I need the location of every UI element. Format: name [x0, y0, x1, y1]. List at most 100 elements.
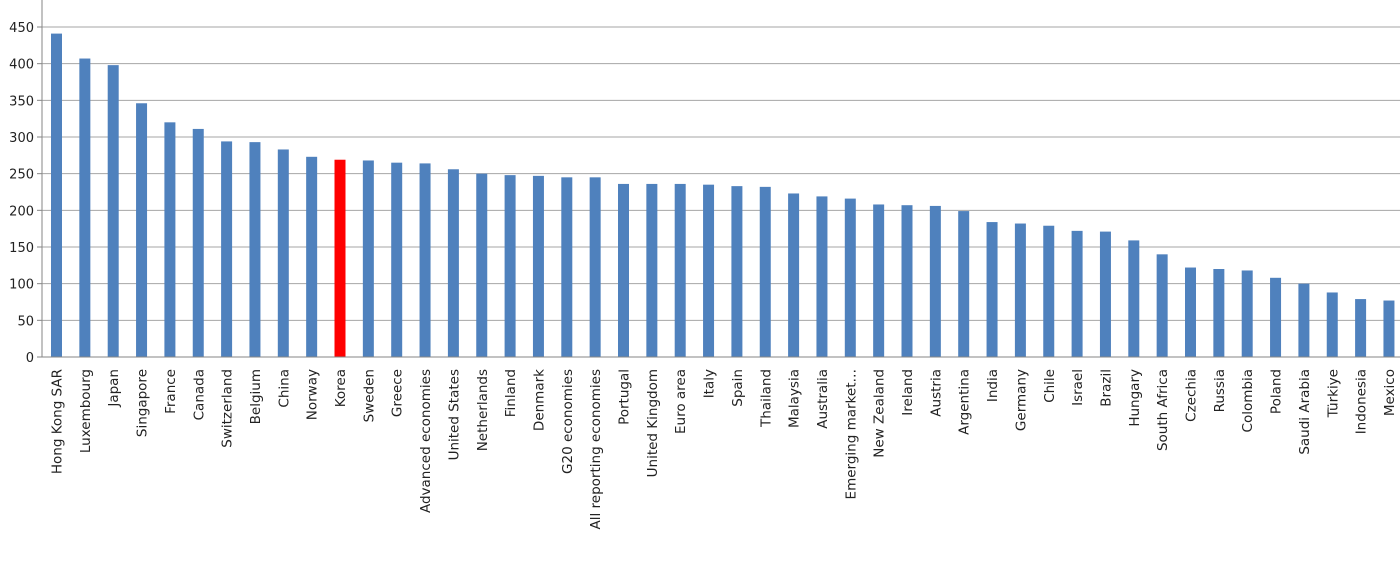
- bar: [334, 159, 346, 357]
- bar: [136, 103, 148, 358]
- x-tick-label: India: [985, 369, 1001, 402]
- bar: [1071, 230, 1083, 357]
- x-tick-label: Israel: [1070, 369, 1086, 406]
- bar: [759, 186, 771, 357]
- bar: [788, 193, 800, 357]
- bar: [589, 177, 601, 357]
- x-tick-label: Saudi Arabia: [1297, 369, 1313, 455]
- bar: [958, 211, 970, 357]
- bar: [816, 196, 828, 357]
- bar: [1326, 292, 1338, 357]
- bar: [1270, 277, 1282, 357]
- x-tick-label: Sweden: [361, 369, 377, 422]
- y-tick-label: 0: [26, 351, 34, 366]
- bar: [362, 160, 374, 357]
- bar: [703, 184, 715, 357]
- x-tick-label: Greece: [390, 369, 406, 417]
- x-tick-label: South Africa: [1155, 369, 1171, 451]
- bar: [107, 65, 119, 357]
- x-tick-label: Korea: [333, 369, 349, 407]
- x-tick-label: Spain: [730, 369, 746, 407]
- x-tick-label: China: [276, 369, 292, 408]
- x-tick-label: Ireland: [900, 369, 916, 416]
- x-tick-label: New Zealand: [872, 369, 888, 458]
- bar: [504, 175, 516, 357]
- y-tick-label: 50: [17, 314, 34, 329]
- x-tick-label: Italy: [702, 369, 718, 398]
- x-tick-label: Emerging market…: [843, 369, 859, 499]
- bar: [873, 204, 885, 357]
- bar: [731, 186, 743, 357]
- y-tick-label: 100: [9, 278, 34, 293]
- bar: [1185, 267, 1196, 357]
- x-tick-label: Austria: [928, 369, 944, 417]
- x-tick-label: Malaysia: [787, 369, 803, 428]
- x-tick-label: Mexico: [1382, 369, 1398, 416]
- bar: [561, 177, 573, 357]
- bar: [1099, 231, 1111, 357]
- bar: [164, 122, 176, 357]
- bar: [192, 128, 204, 357]
- bar: [1298, 283, 1310, 357]
- x-tick-label: Canada: [191, 369, 207, 420]
- bar: [249, 142, 261, 357]
- x-tick-label: G20 economies: [560, 369, 576, 474]
- x-tick-label: Indonesia: [1354, 369, 1370, 434]
- bar: [618, 183, 629, 357]
- bar: [929, 205, 941, 357]
- x-tick-label: Netherlands: [475, 369, 491, 451]
- x-tick-label: Portugal: [617, 369, 633, 425]
- y-tick-label: 150: [9, 241, 34, 256]
- x-tick-label: Advanced economies: [418, 369, 434, 513]
- x-tick-label: Türkiye: [1325, 369, 1341, 418]
- x-tick-label: Argentina: [957, 369, 973, 435]
- y-tick-label: 250: [9, 168, 34, 183]
- bar: [79, 58, 91, 357]
- x-tick-label: Colombia: [1240, 369, 1256, 432]
- y-tick-label: 300: [9, 131, 34, 146]
- bar: [391, 162, 403, 357]
- bar: [1213, 269, 1225, 357]
- bar: [674, 183, 686, 357]
- bar: [844, 198, 856, 357]
- x-tick-label: Poland: [1269, 369, 1285, 414]
- x-axis-ticks: Hong Kong SAR Luxembourg Japan Singapore Fra…: [50, 369, 1398, 530]
- x-tick-label: Brazil: [1098, 369, 1114, 407]
- x-tick-label: Russia: [1212, 369, 1228, 412]
- x-tick-label: France: [163, 369, 179, 414]
- x-tick-label: All reporting economies: [588, 369, 604, 529]
- x-tick-label: Denmark: [531, 369, 547, 431]
- x-tick-label: Switzerland: [220, 369, 236, 448]
- x-tick-label: Thailand: [758, 369, 774, 428]
- bar: [532, 175, 544, 357]
- bar: [221, 141, 233, 357]
- bar: [447, 169, 459, 357]
- x-tick-label: Czechia: [1184, 369, 1200, 422]
- x-tick-label: Luxembourg: [78, 369, 94, 453]
- x-tick-label: Japan: [106, 369, 122, 408]
- y-tick-label: 200: [9, 204, 34, 219]
- bar: [306, 156, 318, 357]
- x-tick-label: Belgium: [248, 369, 264, 424]
- y-tick-label: 400: [9, 58, 34, 73]
- bar: [1241, 270, 1253, 357]
- x-tick-label: United Kingdom: [645, 369, 661, 477]
- bar: [1128, 240, 1140, 357]
- bar: [1014, 223, 1026, 357]
- gridlines: [37, 26, 1400, 358]
- bar: [1043, 225, 1055, 357]
- x-tick-label: Norway: [305, 369, 321, 420]
- y-tick-label: 350: [9, 94, 34, 109]
- bar: [646, 183, 658, 357]
- y-axis-ticks: 0 50 100 150 200 250 300 350 400 450: [9, 21, 34, 366]
- bar: [901, 205, 913, 357]
- x-tick-label: United States: [446, 369, 462, 460]
- bars: [51, 33, 1395, 358]
- y-tick-label: 450: [9, 21, 34, 36]
- bar: [986, 222, 998, 357]
- bar: [51, 33, 62, 357]
- bar: [476, 173, 488, 357]
- x-tick-label: Finland: [503, 369, 519, 417]
- x-tick-label: Hungary: [1127, 369, 1143, 427]
